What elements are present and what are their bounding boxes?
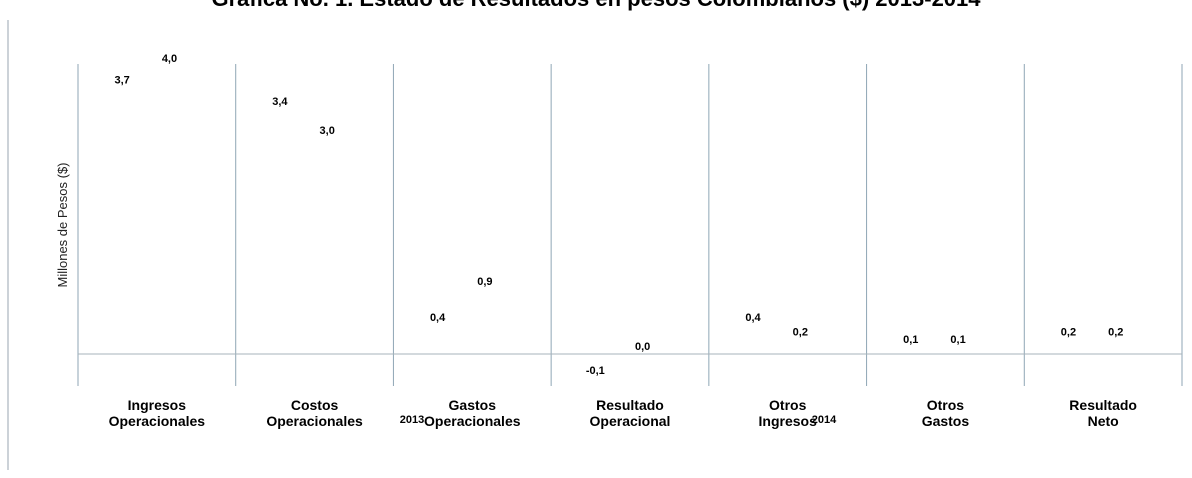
y-axis-label: Millones de Pesos ($) [55, 163, 70, 288]
data-label: 0,4 [745, 312, 761, 324]
data-label: 3,0 [320, 125, 335, 137]
data-label: 0,2 [793, 327, 808, 339]
category-label: Resultado Neto [1069, 397, 1137, 429]
chart-title: Gráfica No. 1. Estado de Resultados en p… [211, 0, 981, 11]
legend-entry: 2013 [400, 414, 424, 426]
category-label: Otros Gastos [922, 397, 970, 429]
data-label: 3,7 [115, 75, 130, 87]
data-label: 0,9 [477, 276, 492, 288]
data-label: 3,4 [272, 96, 288, 108]
category-label: Resultado Operacional [590, 397, 671, 429]
data-label: 0,4 [430, 312, 446, 324]
legend-entry: 2014 [812, 414, 837, 426]
category-label: Ingresos Operacionales [109, 397, 206, 429]
data-label: 4,0 [162, 53, 177, 65]
data-label: 0,0 [635, 341, 650, 353]
category-label: Otros Ingresos [759, 397, 818, 429]
data-label: 0,1 [950, 334, 965, 346]
data-label: 0,2 [1061, 327, 1076, 339]
data-label: -0,1 [586, 365, 605, 377]
category-label: Gastos Operacionales [424, 397, 521, 429]
data-label: 0,2 [1108, 327, 1123, 339]
category-label: Costos Operacionales [266, 397, 363, 429]
data-label: 0,1 [903, 334, 918, 346]
plot-area: Ingresos Operacionales Costos Operacionales… [77, 53, 1183, 429]
